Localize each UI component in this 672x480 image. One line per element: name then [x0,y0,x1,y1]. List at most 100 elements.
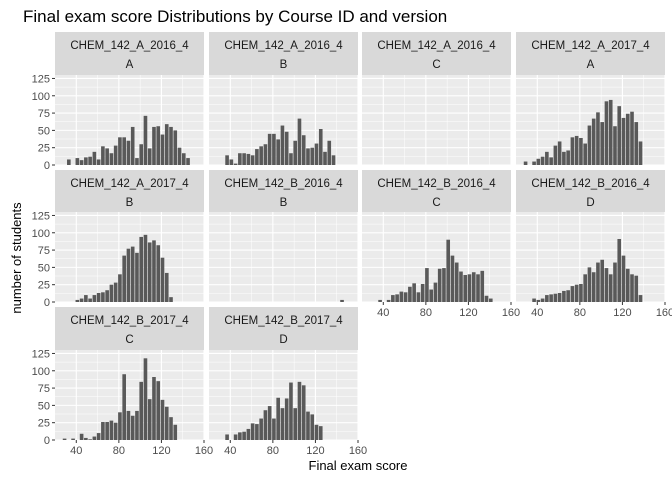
y-tick-label: 100 [32,228,50,240]
histogram-bar [630,111,634,165]
histogram-bar [139,381,144,440]
histogram-bar [173,130,178,165]
histogram-bar [399,291,404,302]
histogram-bar [442,268,446,302]
histogram-bar [255,149,259,165]
facet-version-label: A [587,59,595,71]
histogram-bar [570,137,575,165]
histogram-bar [608,99,613,165]
histogram-bar [173,424,178,440]
x-tick-label: 120 [306,445,324,457]
histogram-bar [570,286,575,302]
facet-version-label: A [126,59,134,71]
histogram-bar [553,145,558,165]
y-tick-label: 0 [44,435,50,447]
histogram-bar [306,411,310,440]
facet-version-label: C [432,197,440,209]
histogram-bar [429,289,433,302]
histogram-bar [480,270,485,302]
histogram-bar [96,159,101,165]
histogram-bar [164,272,169,302]
y-tick-label: 100 [32,366,50,378]
x-tick-label: 120 [152,445,170,457]
histogram-bar [454,262,459,302]
facet-strip [209,307,358,350]
histogram-bar [318,129,323,165]
histogram-bar [596,262,600,302]
histogram-bar [105,422,109,440]
histogram-bar [579,138,583,165]
histogram-bar [101,422,105,440]
histogram-bar [126,410,131,440]
histogram-bar [79,160,84,165]
histogram-bar [310,147,315,165]
histogram-bar [583,143,587,165]
x-tick-label: 160 [656,307,672,319]
facet-course-label: CHEM_142_A_2017_4 [531,40,650,52]
histogram-bar [340,299,344,302]
histogram-bar [67,159,71,165]
histogram-bar [233,163,238,165]
histogram-bar [306,148,310,165]
histogram-bar [101,146,105,165]
histogram-bar [604,101,609,165]
y-axis-title: number of students [9,202,24,314]
histogram-bar [147,148,152,165]
facet-version-label: C [432,59,440,71]
facet-panel: CHEM_142_A_2017_4 A [516,32,666,166]
histogram-bar [536,158,541,165]
histogram-bar [600,122,605,165]
histogram-bars [67,115,190,165]
histogram-bar [272,418,276,440]
facet-course-label: CHEM_142_A_2016_4 [70,40,189,52]
histogram-bar [549,294,553,302]
histogram-bar [318,426,323,440]
histogram-bar [280,125,285,165]
facet-panel: CHEM_142_B_2017_4 D [209,307,359,441]
histogram-bar [523,161,528,165]
histogram-bar [608,274,613,302]
histogram-bars [225,381,323,440]
histogram-bar [545,151,549,165]
histogram-bar [71,438,75,440]
histogram-bar [79,298,84,302]
y-tick-label: 25 [38,143,50,155]
histogram-bar [160,134,165,165]
x-tick-label: 80 [574,307,586,319]
histogram-bar [92,436,97,440]
histogram-bar [225,155,229,165]
y-tick-label: 0 [44,160,50,172]
y-tick-label: 50 [38,262,50,274]
histogram-bar [297,118,302,165]
histogram-bar [118,412,122,440]
x-tick-label: 80 [113,445,125,457]
y-tick-label: 75 [38,108,50,120]
histogram-bar [75,158,80,165]
histogram-bar [600,259,605,302]
histogram-bar [412,283,416,302]
facet-version-label: C [125,334,133,346]
histogram-bar [638,295,643,302]
histogram-bar [310,414,315,440]
histogram-bar [301,385,306,440]
histogram-bar [488,298,493,302]
y-tick-label: 25 [38,280,50,292]
facet-panel: CHEM_142_A_2016_4 A [55,32,205,166]
histogram-bar [630,274,634,302]
histogram-bar [331,155,336,165]
x-tick-label: 160 [195,445,213,457]
histogram-bar [109,284,114,302]
histogram-bar [250,155,255,165]
facet-strip [55,32,204,75]
y-tick-label: 125 [32,210,50,222]
facet-panels: CHEM_142_A_2016_4ACHEM_142_A_2016_4BCHEM… [55,32,666,441]
histogram-bar [425,268,429,302]
histogram-bar [540,156,545,165]
histogram-bar [314,424,319,440]
histogram-bar [105,148,109,165]
histogram-bar [386,299,391,302]
histogram-bar [96,433,101,440]
facet-panel: CHEM_142_A_2016_4 B [209,32,359,166]
histogram-bar [289,153,293,165]
facet-course-label: CHEM_142_A_2017_4 [70,178,189,190]
